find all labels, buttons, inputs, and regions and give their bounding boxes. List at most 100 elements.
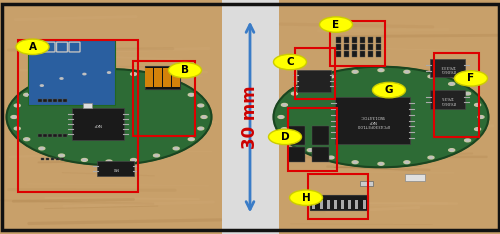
FancyBboxPatch shape	[60, 158, 64, 160]
Circle shape	[282, 103, 288, 106]
FancyBboxPatch shape	[63, 134, 67, 137]
Circle shape	[58, 77, 64, 80]
Circle shape	[198, 127, 204, 130]
FancyBboxPatch shape	[58, 134, 62, 137]
FancyBboxPatch shape	[368, 44, 373, 50]
Text: D: D	[280, 132, 289, 142]
Circle shape	[330, 76, 332, 77]
Circle shape	[25, 139, 28, 140]
FancyBboxPatch shape	[146, 68, 154, 87]
Circle shape	[480, 116, 482, 118]
Circle shape	[173, 147, 179, 150]
Text: F: F	[468, 73, 474, 83]
FancyBboxPatch shape	[51, 158, 54, 160]
Circle shape	[82, 159, 87, 161]
FancyBboxPatch shape	[376, 51, 381, 57]
Circle shape	[309, 83, 312, 85]
Circle shape	[132, 73, 135, 75]
FancyBboxPatch shape	[344, 44, 350, 50]
Circle shape	[330, 157, 332, 158]
Circle shape	[39, 147, 45, 150]
Circle shape	[60, 155, 63, 156]
Text: LT606G
176333: LT606G 176333	[440, 64, 456, 72]
Text: 30 mm: 30 mm	[241, 85, 259, 149]
Circle shape	[282, 128, 288, 131]
FancyBboxPatch shape	[38, 134, 42, 137]
FancyBboxPatch shape	[430, 90, 465, 109]
FancyBboxPatch shape	[348, 200, 352, 209]
Circle shape	[24, 138, 30, 141]
Circle shape	[132, 159, 135, 161]
Circle shape	[290, 190, 322, 205]
FancyBboxPatch shape	[58, 99, 62, 102]
FancyBboxPatch shape	[44, 99, 47, 102]
Circle shape	[58, 154, 64, 157]
Circle shape	[372, 82, 406, 98]
Circle shape	[466, 93, 469, 94]
Circle shape	[283, 104, 286, 106]
Circle shape	[478, 116, 484, 118]
FancyBboxPatch shape	[48, 99, 52, 102]
FancyBboxPatch shape	[368, 37, 373, 43]
Circle shape	[25, 94, 28, 95]
Circle shape	[6, 69, 212, 165]
Circle shape	[430, 76, 432, 77]
Circle shape	[173, 84, 179, 87]
Circle shape	[168, 62, 202, 78]
FancyBboxPatch shape	[430, 59, 465, 77]
Circle shape	[293, 93, 296, 94]
FancyBboxPatch shape	[46, 158, 49, 160]
FancyBboxPatch shape	[288, 147, 305, 162]
Circle shape	[14, 127, 20, 130]
Text: A: A	[28, 42, 36, 52]
Circle shape	[130, 73, 136, 75]
FancyBboxPatch shape	[172, 68, 179, 87]
Circle shape	[155, 155, 158, 156]
FancyBboxPatch shape	[356, 200, 358, 209]
Text: LT606G
17635: LT606G 17635	[440, 95, 455, 104]
FancyBboxPatch shape	[40, 158, 44, 160]
FancyBboxPatch shape	[310, 195, 368, 210]
FancyBboxPatch shape	[312, 200, 316, 209]
FancyBboxPatch shape	[312, 126, 328, 145]
Circle shape	[380, 69, 382, 71]
Circle shape	[464, 139, 470, 142]
Circle shape	[352, 161, 358, 164]
Text: E: E	[332, 20, 340, 29]
FancyBboxPatch shape	[405, 174, 425, 181]
FancyBboxPatch shape	[336, 44, 342, 50]
FancyBboxPatch shape	[53, 134, 56, 137]
Text: LPC4330FET100
NXP
9SD1347OC: LPC4330FET100 NXP 9SD1347OC	[356, 114, 389, 127]
Circle shape	[378, 162, 384, 165]
Circle shape	[380, 163, 382, 165]
Circle shape	[450, 83, 453, 85]
Circle shape	[292, 139, 298, 142]
Circle shape	[448, 149, 454, 151]
FancyBboxPatch shape	[334, 200, 337, 209]
Circle shape	[354, 161, 356, 163]
Circle shape	[190, 94, 193, 95]
Circle shape	[106, 160, 112, 163]
Circle shape	[293, 140, 296, 141]
Circle shape	[188, 138, 194, 141]
Circle shape	[283, 128, 286, 130]
Circle shape	[406, 161, 408, 163]
Circle shape	[308, 149, 314, 151]
Circle shape	[198, 104, 204, 107]
Circle shape	[200, 128, 202, 129]
Circle shape	[12, 116, 16, 118]
Circle shape	[404, 161, 410, 164]
Circle shape	[40, 85, 43, 86]
Text: C: C	[286, 57, 294, 67]
Circle shape	[454, 71, 488, 86]
FancyBboxPatch shape	[312, 147, 328, 162]
FancyBboxPatch shape	[145, 66, 180, 89]
Circle shape	[201, 116, 207, 118]
FancyBboxPatch shape	[154, 68, 162, 87]
FancyBboxPatch shape	[352, 44, 358, 50]
FancyBboxPatch shape	[96, 161, 134, 176]
FancyBboxPatch shape	[368, 51, 373, 57]
FancyBboxPatch shape	[360, 181, 372, 186]
Circle shape	[476, 104, 479, 106]
FancyBboxPatch shape	[44, 134, 47, 137]
